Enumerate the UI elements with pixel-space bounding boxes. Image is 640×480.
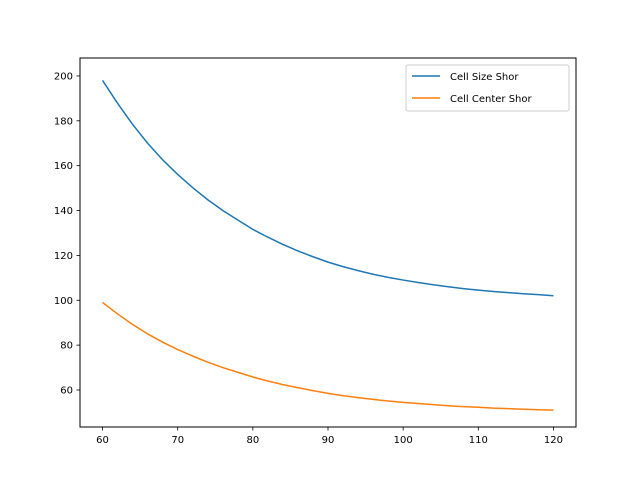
series-layer [101,80,554,411]
y-tick-label: 120 [54,251,73,262]
y-tick-label: 160 [54,161,73,172]
legend-box [405,64,570,112]
plot-frame [79,57,577,428]
x-tick-label: 70 [171,435,184,446]
x-tick-label: 60 [96,435,109,446]
legend: Cell Size Shor Cell Center Shor [405,64,570,112]
plot-area [80,58,576,427]
y-tick-label: 140 [54,206,73,217]
x-tick-label: 100 [394,435,413,446]
y-tick-label: 80 [60,341,73,352]
y-tick-label: 200 [54,71,73,82]
x-tick-label: 120 [544,435,563,446]
series-line [102,301,554,411]
legend-label: Cell Center Shor [450,94,533,105]
y-tick-label: 100 [54,296,73,307]
axis-layer: 60 70 80 90 100 110 120 60 80 100 120 140 160 180 200 [54,71,563,446]
y-tick-label: 180 [54,116,73,127]
x-tick-label: 80 [246,435,259,446]
y-tick-label: 60 [60,385,73,396]
x-tick-label: 90 [322,435,335,446]
series-line [101,80,554,297]
legend-label: Cell Size Shor [450,72,519,83]
x-tick-label: 110 [469,435,488,446]
